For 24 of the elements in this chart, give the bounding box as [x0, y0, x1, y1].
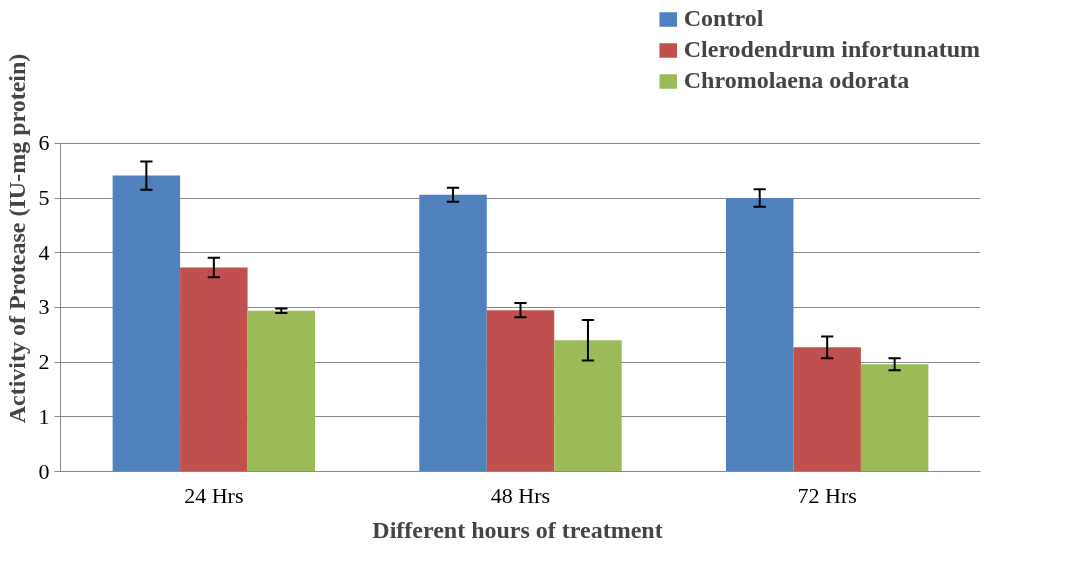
legend-label: Clerodendrum infortunatum — [683, 36, 980, 63]
y-tick-label: 2 — [38, 349, 50, 375]
bar — [860, 364, 929, 472]
y-tick-label: 0 — [38, 458, 50, 484]
x-tick-label: 72 Hrs — [797, 482, 857, 508]
x-tick-label: 48 Hrs — [490, 482, 551, 508]
x-tick-label: 24 Hrs — [184, 482, 244, 508]
bar — [112, 175, 181, 472]
y-tick-label: 1 — [38, 403, 50, 429]
bar — [554, 340, 622, 472]
y-tick-label: 6 — [38, 130, 50, 156]
legend-label: Control — [683, 5, 764, 32]
y-tick-label: 4 — [38, 239, 50, 265]
bar — [247, 310, 316, 472]
bar — [419, 194, 487, 472]
y-tick-label: 3 — [38, 294, 50, 320]
y-axis-title: Activity of Protease (IU-mg protein) — [3, 53, 30, 424]
legend-label: Chromolaena odorata — [683, 67, 910, 94]
x-axis-title: Different hours of treatment — [372, 516, 663, 543]
y-tick-label: 5 — [38, 185, 50, 211]
bar — [725, 198, 794, 472]
bar — [486, 310, 555, 472]
bar — [180, 267, 248, 472]
bar — [793, 347, 861, 472]
